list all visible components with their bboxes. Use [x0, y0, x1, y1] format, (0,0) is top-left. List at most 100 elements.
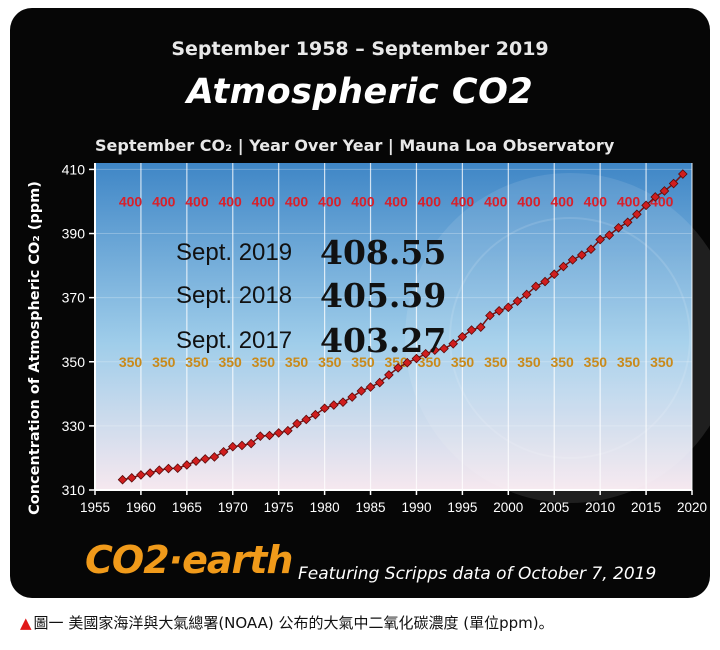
co2-markers: [117, 169, 688, 485]
y-tick-label: 350: [62, 354, 86, 370]
x-tick-label: 2015: [631, 500, 661, 515]
reference-label-400: 400: [517, 193, 541, 209]
value-annotations: Sept. 2019 408.55 Sept. 2018 405.59 Sept. 20…: [176, 233, 446, 360]
data-point: [466, 325, 477, 335]
data-point: [650, 192, 661, 202]
annotation-value: 405.59: [320, 276, 446, 315]
annotation-label: Sept. 2017: [176, 327, 292, 354]
data-point: [374, 377, 385, 388]
data-point: [356, 386, 367, 396]
data-point: [540, 276, 550, 287]
annotation-value: 408.55: [320, 233, 446, 272]
reference-label-350: 350: [285, 354, 309, 370]
data-point: [604, 230, 615, 240]
data-point: [384, 370, 394, 380]
data-point: [145, 468, 155, 478]
reference-line-400: 400 400 400 400 400 400 400 400 400 400 400 400 400 4…: [119, 193, 674, 209]
data-point: [255, 431, 266, 441]
data-point: [678, 169, 688, 179]
data-point: [485, 310, 495, 321]
reference-label-400: 400: [218, 193, 242, 209]
data-point: [237, 440, 247, 451]
x-tick-label: 2005: [539, 500, 569, 515]
data-point: [126, 473, 137, 483]
data-point: [218, 447, 229, 457]
data-point: [521, 289, 532, 300]
reference-label-400: 400: [252, 193, 276, 209]
globe-decoration: [405, 173, 710, 503]
co2-chart: 400 400 400 400 400 400 400 400 400 400 400 400 400 4…: [62, 161, 710, 515]
data-point: [200, 454, 211, 464]
data-point: [117, 474, 128, 485]
reference-label-400: 400: [617, 193, 641, 209]
data-point: [191, 456, 201, 466]
annotation-label: Sept. 2018: [176, 282, 292, 309]
data-point: [549, 269, 560, 280]
reference-label-400: 400: [451, 193, 475, 209]
reference-label-400: 400: [384, 193, 408, 209]
annotation-value: 403.27: [320, 321, 446, 360]
data-point: [632, 209, 642, 220]
data-point: [576, 250, 587, 260]
data-point: [310, 409, 321, 420]
data-point: [613, 222, 624, 233]
data-point: [365, 382, 376, 392]
x-tick-labels: 1955 1960 1965 1970 1975 1980 1985 1990 1995 2000…: [80, 490, 707, 515]
reference-label-350: 350: [650, 354, 674, 370]
reference-label-400: 400: [484, 193, 508, 209]
main-title: Atmospheric CO2: [186, 72, 534, 112]
data-point: [494, 305, 504, 316]
reference-label-350: 350: [517, 354, 541, 370]
x-tick-label: 2010: [585, 500, 615, 515]
reference-label-350: 350: [318, 354, 342, 370]
data-point: [227, 441, 238, 452]
plot-background: [95, 163, 692, 490]
reference-label-350: 350: [418, 354, 442, 370]
reference-label-350: 350: [119, 354, 143, 370]
reference-label-400: 400: [550, 193, 574, 209]
y-tick-label: 370: [62, 290, 86, 306]
data-credit: Featuring Scripps data of October 7, 201…: [298, 564, 657, 584]
data-point: [182, 460, 192, 470]
reference-label-400: 400: [418, 193, 442, 209]
x-tick-label: 1990: [401, 500, 431, 515]
reference-label-400: 400: [285, 193, 309, 209]
x-tick-label: 2020: [677, 500, 707, 515]
data-point: [420, 348, 431, 359]
chart-card: September 1958 – September 2019 Atmosphe…: [10, 8, 710, 598]
reference-label-350: 350: [152, 354, 176, 370]
data-point: [136, 470, 146, 480]
reference-label-350: 350: [351, 354, 375, 370]
data-point: [301, 414, 312, 425]
data-point: [163, 463, 174, 474]
caption-text: 圖一 美國家海洋與大氣總署(NOAA) 公布的大氣中二氧化碳濃度 (單位ppm)…: [33, 614, 554, 632]
reference-label-350: 350: [185, 354, 209, 370]
figure-caption: ▲ 圖一 美國家海洋與大氣總署(NOAA) 公布的大氣中二氧化碳濃度 (單位ppm…: [20, 612, 554, 633]
data-point: [283, 425, 293, 436]
data-point: [668, 178, 679, 189]
reference-label-400: 400: [152, 193, 176, 209]
data-point: [567, 255, 578, 265]
data-point: [273, 428, 284, 438]
reference-label-400: 400: [119, 193, 143, 209]
reference-label-350: 350: [252, 354, 276, 370]
x-tick-label: 1965: [172, 500, 202, 515]
date-range-title: September 1958 – September 2019: [171, 38, 549, 60]
data-point: [558, 261, 569, 272]
reference-label-350: 350: [584, 354, 608, 370]
data-point: [246, 438, 256, 449]
reference-label-400: 400: [584, 193, 608, 209]
data-point: [586, 244, 596, 255]
y-tick-label: 310: [62, 482, 86, 498]
y-tick-labels: 310 330 350 370 390 410: [62, 161, 95, 498]
x-tick-label: 1980: [310, 500, 340, 515]
x-tick-label: 1970: [218, 500, 248, 515]
y-tick-label: 390: [62, 226, 86, 242]
data-point: [641, 200, 651, 211]
data-point: [402, 357, 413, 368]
data-point: [338, 397, 348, 407]
y-tick-label: 330: [62, 418, 86, 434]
data-point: [475, 322, 486, 332]
caption-triangle-icon: ▲: [20, 614, 32, 632]
data-point: [264, 430, 275, 441]
